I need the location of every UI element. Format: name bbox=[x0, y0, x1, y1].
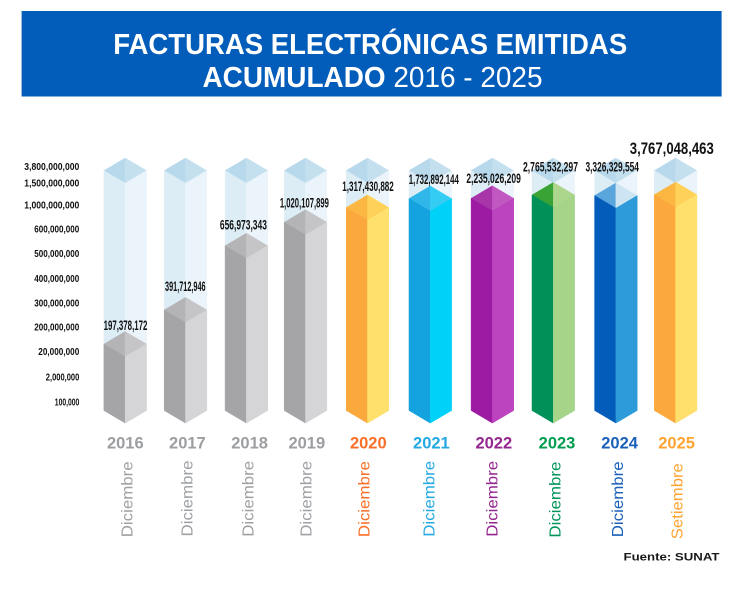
svg-text:1,020,107,899: 1,020,107,899 bbox=[280, 195, 329, 211]
svg-text:2019: 2019 bbox=[288, 435, 325, 453]
svg-text:2021: 2021 bbox=[413, 435, 450, 453]
svg-text:2023: 2023 bbox=[539, 435, 576, 453]
svg-text:Diciembre: Diciembre bbox=[356, 461, 373, 537]
svg-text:2018: 2018 bbox=[231, 435, 268, 453]
svg-text:200,000,000: 200,000,000 bbox=[34, 323, 79, 334]
svg-text:20,000,000: 20,000,000 bbox=[38, 347, 79, 358]
svg-text:Diciembre: Diciembre bbox=[241, 461, 258, 537]
svg-text:Setiembre: Setiembre bbox=[670, 463, 687, 539]
svg-text:1,732,892,144: 1,732,892,144 bbox=[409, 171, 459, 187]
svg-text:ACUMULADO 2016 - 2025: ACUMULADO 2016 - 2025 bbox=[203, 62, 543, 94]
svg-text:2,235,026,209: 2,235,026,209 bbox=[466, 170, 521, 186]
svg-text:100,000: 100,000 bbox=[55, 398, 80, 409]
svg-text:3,326,329,554: 3,326,329,554 bbox=[585, 159, 639, 175]
svg-text:Diciembre: Diciembre bbox=[485, 461, 502, 537]
svg-text:400,000,000: 400,000,000 bbox=[34, 274, 79, 285]
svg-text:2020: 2020 bbox=[350, 435, 387, 453]
svg-text:500,000,000: 500,000,000 bbox=[34, 249, 79, 260]
svg-text:3,800,000,000: 3,800,000,000 bbox=[24, 162, 79, 173]
svg-text:2017: 2017 bbox=[169, 435, 206, 453]
svg-text:1,000,000,000: 1,000,000,000 bbox=[24, 201, 79, 212]
svg-text:2,000,000: 2,000,000 bbox=[46, 373, 80, 384]
svg-text:2025: 2025 bbox=[658, 435, 695, 453]
svg-text:3,767,048,463: 3,767,048,463 bbox=[630, 139, 714, 158]
svg-text:1,317,430,882: 1,317,430,882 bbox=[342, 178, 394, 194]
svg-text:Diciembre: Diciembre bbox=[298, 461, 315, 537]
svg-text:197,378,172: 197,378,172 bbox=[104, 317, 148, 333]
svg-text:656,973,343: 656,973,343 bbox=[220, 217, 267, 233]
svg-text:Diciembre: Diciembre bbox=[610, 461, 627, 537]
svg-text:Diciembre: Diciembre bbox=[547, 461, 564, 537]
svg-text:FACTURAS ELECTRÓNICAS EMITIDAS: FACTURAS ELECTRÓNICAS EMITIDAS bbox=[113, 27, 627, 61]
svg-text:600,000,000: 600,000,000 bbox=[34, 225, 79, 236]
svg-text:2016: 2016 bbox=[107, 435, 144, 453]
svg-text:Diciembre: Diciembre bbox=[119, 461, 136, 537]
svg-text:1,500,000,000: 1,500,000,000 bbox=[24, 178, 79, 189]
svg-text:Fuente: SUNAT: Fuente: SUNAT bbox=[624, 552, 720, 564]
svg-text:2024: 2024 bbox=[601, 435, 639, 453]
svg-text:2022: 2022 bbox=[475, 435, 512, 453]
svg-text:Diciembre: Diciembre bbox=[421, 461, 438, 537]
svg-text:Diciembre: Diciembre bbox=[180, 460, 197, 536]
svg-text:391,712,946: 391,712,946 bbox=[165, 278, 206, 294]
svg-text:300,000,000: 300,000,000 bbox=[34, 298, 79, 309]
svg-text:2,765,532,297: 2,765,532,297 bbox=[523, 159, 578, 175]
